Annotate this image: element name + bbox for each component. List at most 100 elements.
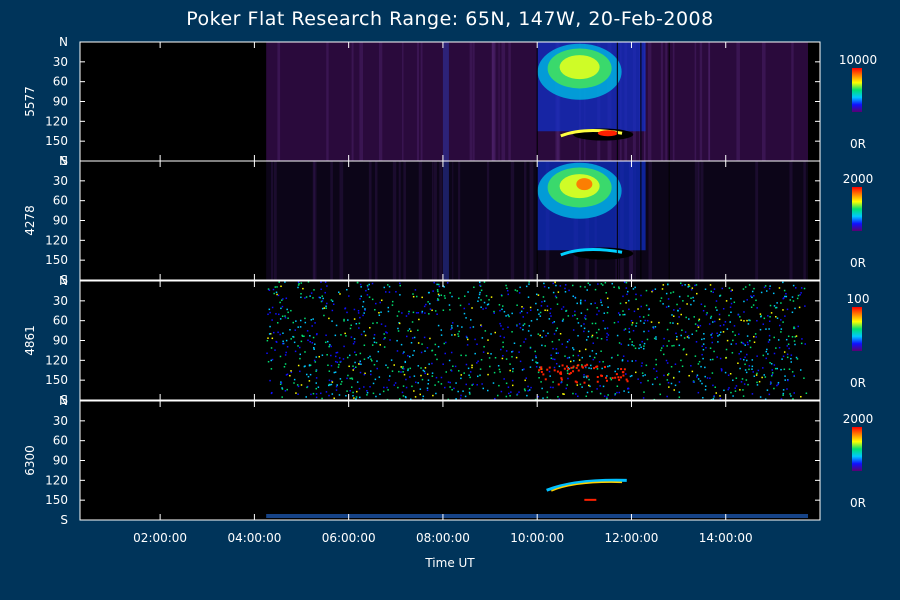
noise-speck xyxy=(751,368,753,370)
noise-speck xyxy=(323,307,326,309)
noise-speck xyxy=(303,365,306,368)
noise-speck xyxy=(349,327,352,330)
noise-speck xyxy=(377,350,380,353)
noise-speck xyxy=(387,366,389,369)
noise-speck xyxy=(804,343,807,345)
noise-speck xyxy=(362,305,364,308)
noise-speck xyxy=(413,390,415,392)
noise-speck xyxy=(628,308,630,311)
noise-speck xyxy=(680,313,682,316)
noise-speck xyxy=(631,324,633,326)
noise-speck xyxy=(487,352,489,355)
noise-speck xyxy=(284,363,287,365)
noise-speck xyxy=(575,393,577,395)
noise-speck xyxy=(555,348,558,350)
noise-speck xyxy=(375,395,377,398)
noise-speck xyxy=(729,373,732,375)
noise-speck xyxy=(542,373,545,376)
noise-speck xyxy=(529,347,532,350)
noise-speck xyxy=(328,370,331,372)
noise-speck xyxy=(524,389,526,392)
noise-speck xyxy=(661,288,664,290)
noise-speck xyxy=(655,358,657,361)
noise-speck xyxy=(540,370,543,373)
noise-speck xyxy=(695,341,698,343)
noise-speck xyxy=(413,350,415,352)
noise-speck xyxy=(581,366,584,369)
noise-speck xyxy=(552,358,554,360)
noise-speck xyxy=(269,311,271,314)
noise-speck xyxy=(530,320,533,322)
noise-speck xyxy=(390,359,393,361)
noise-speck xyxy=(516,393,519,395)
noise-speck xyxy=(717,341,719,343)
noise-speck xyxy=(785,292,787,295)
noise-speck xyxy=(281,342,284,345)
noise-speck xyxy=(313,348,315,350)
aurora-arc xyxy=(560,248,623,257)
noise-speck xyxy=(587,330,590,333)
noise-speck xyxy=(523,323,526,325)
noise-speck xyxy=(591,390,593,393)
noise-speck xyxy=(327,384,330,387)
noise-speck xyxy=(500,348,502,351)
noise-speck xyxy=(593,356,596,359)
noise-speck xyxy=(692,380,695,382)
noise-speck xyxy=(461,326,463,328)
y-tick-label: 120 xyxy=(45,473,68,487)
noise-speck xyxy=(675,338,678,341)
noise-speck xyxy=(650,321,653,323)
noise-speck xyxy=(545,335,547,337)
noise-speck xyxy=(350,336,353,338)
noise-speck xyxy=(743,383,746,385)
noise-speck xyxy=(669,322,672,324)
noise-speck xyxy=(588,384,590,387)
noise-speck xyxy=(577,322,580,324)
noise-speck xyxy=(759,328,762,331)
noise-speck xyxy=(313,346,315,349)
noise-speck xyxy=(335,360,337,363)
y-tick-label: N xyxy=(59,154,68,168)
noise-speck xyxy=(704,388,707,391)
noise-speck xyxy=(340,334,342,336)
noise-speck xyxy=(271,319,273,321)
noise-speck xyxy=(775,315,777,318)
streak xyxy=(700,161,704,280)
noise-speck xyxy=(766,290,768,292)
streak xyxy=(647,42,652,161)
noise-speck xyxy=(694,323,697,325)
noise-speck xyxy=(437,290,439,293)
noise-speck xyxy=(701,338,703,341)
noise-speck xyxy=(705,313,708,316)
noise-speck xyxy=(476,384,478,386)
noise-speck xyxy=(405,386,408,389)
noise-speck xyxy=(614,376,617,379)
noise-speck xyxy=(715,300,718,302)
noise-speck xyxy=(696,324,699,327)
noise-speck xyxy=(709,377,711,379)
noise-speck xyxy=(468,374,470,376)
noise-speck xyxy=(309,373,312,376)
noise-speck xyxy=(788,347,790,350)
noise-speck xyxy=(326,302,328,305)
noise-speck xyxy=(592,342,595,344)
noise-speck xyxy=(594,288,597,291)
noise-speck xyxy=(397,330,400,332)
noise-speck xyxy=(413,336,416,339)
noise-speck xyxy=(333,371,336,374)
noise-speck xyxy=(298,346,301,349)
noise-speck xyxy=(780,302,782,304)
noise-speck xyxy=(400,343,403,346)
noise-speck xyxy=(697,363,700,365)
noise-speck xyxy=(345,394,347,397)
streak xyxy=(697,161,700,280)
noise-speck xyxy=(645,304,648,307)
noise-speck xyxy=(566,341,569,343)
noise-speck xyxy=(635,322,638,324)
noise-speck xyxy=(793,326,795,328)
noise-speck xyxy=(706,377,709,379)
noise-speck xyxy=(444,352,446,355)
noise-speck xyxy=(320,288,322,291)
noise-speck xyxy=(758,380,761,383)
noise-speck xyxy=(640,294,642,297)
